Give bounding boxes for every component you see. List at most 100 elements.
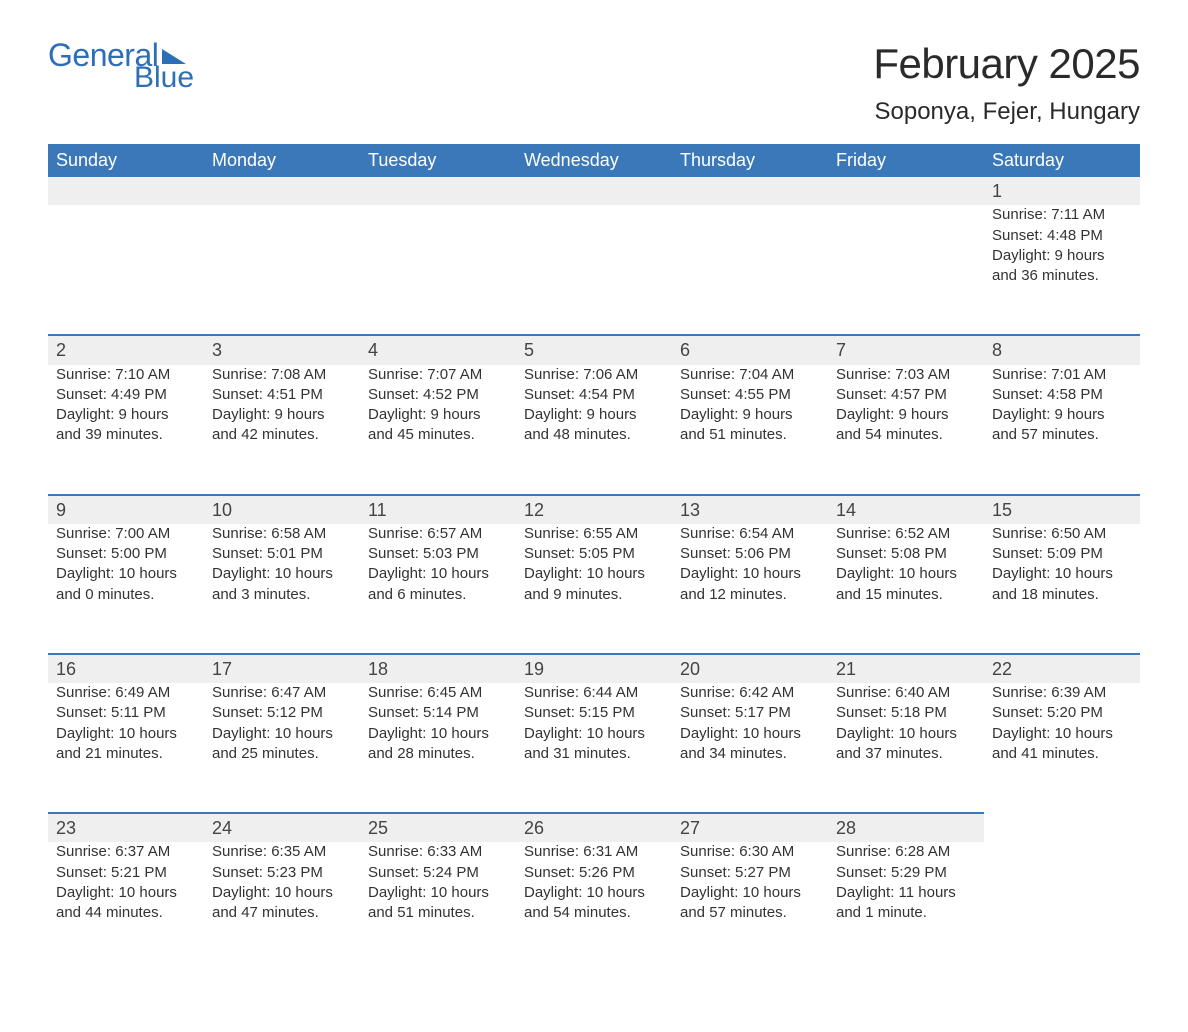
- daynum-row: 1: [48, 177, 1140, 205]
- sunset-line: Sunset: 5:15 PM: [524, 703, 664, 723]
- sunrise-line: Sunrise: 6:30 AM: [680, 842, 820, 862]
- weekday-header: Friday: [828, 144, 984, 177]
- sunset-line: Sunset: 5:26 PM: [524, 863, 664, 883]
- daylight-line: Daylight: 9 hours and 39 minutes.: [56, 405, 196, 446]
- day-number: 1: [992, 181, 1002, 201]
- day-number: 14: [836, 500, 856, 520]
- day-cell: Sunrise: 6:45 AMSunset: 5:14 PMDaylight:…: [360, 683, 516, 813]
- sunrise-line: Sunrise: 7:06 AM: [524, 365, 664, 385]
- day-cell: Sunrise: 6:35 AMSunset: 5:23 PMDaylight:…: [204, 842, 360, 972]
- daylight-line: Daylight: 10 hours and 44 minutes.: [56, 883, 196, 924]
- sunset-line: Sunset: 5:20 PM: [992, 703, 1132, 723]
- sunset-line: Sunset: 5:09 PM: [992, 544, 1132, 564]
- sunset-line: Sunset: 5:05 PM: [524, 544, 664, 564]
- sunrise-line: Sunrise: 6:54 AM: [680, 524, 820, 544]
- calendar-body: 1 Sunrise: 7:11 AMSunset: 4:48 PMDaylight…: [48, 177, 1140, 972]
- day-cell: Sunrise: 7:00 AMSunset: 5:00 PMDaylight:…: [48, 524, 204, 654]
- daylight-line: Daylight: 9 hours and 36 minutes.: [992, 246, 1132, 287]
- sunrise-line: Sunrise: 6:42 AM: [680, 683, 820, 703]
- day-number-cell: 27: [672, 813, 828, 842]
- sunset-line: Sunset: 5:00 PM: [56, 544, 196, 564]
- day-cell: Sunrise: 7:06 AMSunset: 4:54 PMDaylight:…: [516, 365, 672, 495]
- daynum-row: 16171819202122: [48, 654, 1140, 683]
- daylight-line: Daylight: 10 hours and 0 minutes.: [56, 564, 196, 605]
- day-cell: [828, 205, 984, 335]
- logo-text-blue: Blue: [134, 64, 194, 93]
- sunrise-line: Sunrise: 6:58 AM: [212, 524, 352, 544]
- day-cell: Sunrise: 6:42 AMSunset: 5:17 PMDaylight:…: [672, 683, 828, 813]
- day-number: 7: [836, 340, 846, 360]
- day-cell: [48, 205, 204, 335]
- day-number: 2: [56, 340, 66, 360]
- day-cell: Sunrise: 7:07 AMSunset: 4:52 PMDaylight:…: [360, 365, 516, 495]
- daylight-line: Daylight: 10 hours and 28 minutes.: [368, 724, 508, 765]
- sunset-line: Sunset: 5:27 PM: [680, 863, 820, 883]
- sunrise-line: Sunrise: 6:47 AM: [212, 683, 352, 703]
- sunset-line: Sunset: 4:49 PM: [56, 385, 196, 405]
- week-row: Sunrise: 7:00 AMSunset: 5:00 PMDaylight:…: [48, 524, 1140, 654]
- sunset-line: Sunset: 5:03 PM: [368, 544, 508, 564]
- day-number-cell: 20: [672, 654, 828, 683]
- sunrise-line: Sunrise: 7:07 AM: [368, 365, 508, 385]
- daynum-row: 232425262728: [48, 813, 1140, 842]
- day-cell: Sunrise: 6:49 AMSunset: 5:11 PMDaylight:…: [48, 683, 204, 813]
- day-number: 4: [368, 340, 378, 360]
- weekday-header: Tuesday: [360, 144, 516, 177]
- day-number-cell: 15: [984, 495, 1140, 524]
- sunrise-line: Sunrise: 7:00 AM: [56, 524, 196, 544]
- day-number-cell: 19: [516, 654, 672, 683]
- day-cell: Sunrise: 6:44 AMSunset: 5:15 PMDaylight:…: [516, 683, 672, 813]
- weekday-header: Thursday: [672, 144, 828, 177]
- daylight-line: Daylight: 10 hours and 57 minutes.: [680, 883, 820, 924]
- daylight-line: Daylight: 9 hours and 54 minutes.: [836, 405, 976, 446]
- day-number-cell: [360, 177, 516, 205]
- sunrise-line: Sunrise: 7:08 AM: [212, 365, 352, 385]
- sunrise-line: Sunrise: 7:11 AM: [992, 205, 1132, 225]
- day-number: 9: [56, 500, 66, 520]
- day-number-cell: 17: [204, 654, 360, 683]
- day-number-cell: 25: [360, 813, 516, 842]
- daylight-line: Daylight: 10 hours and 18 minutes.: [992, 564, 1132, 605]
- weekday-header: Wednesday: [516, 144, 672, 177]
- header: General Blue February 2025 Soponya, Feje…: [48, 40, 1140, 126]
- day-number-cell: 16: [48, 654, 204, 683]
- sunset-line: Sunset: 5:12 PM: [212, 703, 352, 723]
- day-number: 10: [212, 500, 232, 520]
- day-cell: Sunrise: 6:33 AMSunset: 5:24 PMDaylight:…: [360, 842, 516, 972]
- sunset-line: Sunset: 4:57 PM: [836, 385, 976, 405]
- calendar-table: SundayMondayTuesdayWednesdayThursdayFrid…: [48, 144, 1140, 972]
- sunrise-line: Sunrise: 6:49 AM: [56, 683, 196, 703]
- day-cell: Sunrise: 6:50 AMSunset: 5:09 PMDaylight:…: [984, 524, 1140, 654]
- week-row: Sunrise: 7:11 AMSunset: 4:48 PMDaylight:…: [48, 205, 1140, 335]
- sunset-line: Sunset: 5:29 PM: [836, 863, 976, 883]
- daylight-line: Daylight: 10 hours and 9 minutes.: [524, 564, 664, 605]
- day-number-cell: 2: [48, 335, 204, 364]
- day-cell: Sunrise: 6:30 AMSunset: 5:27 PMDaylight:…: [672, 842, 828, 972]
- daylight-line: Daylight: 10 hours and 47 minutes.: [212, 883, 352, 924]
- day-number: 17: [212, 659, 232, 679]
- day-cell: [360, 205, 516, 335]
- daylight-line: Daylight: 10 hours and 37 minutes.: [836, 724, 976, 765]
- sunrise-line: Sunrise: 7:01 AM: [992, 365, 1132, 385]
- day-number-cell: 13: [672, 495, 828, 524]
- day-number-cell: 22: [984, 654, 1140, 683]
- day-number-cell: 24: [204, 813, 360, 842]
- daylight-line: Daylight: 10 hours and 54 minutes.: [524, 883, 664, 924]
- sunset-line: Sunset: 5:06 PM: [680, 544, 820, 564]
- day-number: 28: [836, 818, 856, 838]
- sunset-line: Sunset: 5:17 PM: [680, 703, 820, 723]
- sunset-line: Sunset: 4:55 PM: [680, 385, 820, 405]
- sunrise-line: Sunrise: 7:10 AM: [56, 365, 196, 385]
- week-row: Sunrise: 7:10 AMSunset: 4:49 PMDaylight:…: [48, 365, 1140, 495]
- daylight-line: Daylight: 9 hours and 57 minutes.: [992, 405, 1132, 446]
- sunrise-line: Sunrise: 6:57 AM: [368, 524, 508, 544]
- day-number-cell: 8: [984, 335, 1140, 364]
- day-number-cell: 6: [672, 335, 828, 364]
- day-number-cell: 12: [516, 495, 672, 524]
- day-cell: [516, 205, 672, 335]
- month-title: February 2025: [873, 40, 1140, 88]
- sunrise-line: Sunrise: 7:04 AM: [680, 365, 820, 385]
- sunrise-line: Sunrise: 6:33 AM: [368, 842, 508, 862]
- day-number: 23: [56, 818, 76, 838]
- day-number-cell: 1: [984, 177, 1140, 205]
